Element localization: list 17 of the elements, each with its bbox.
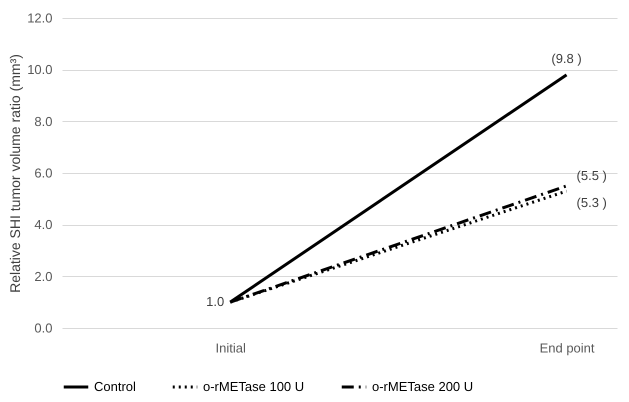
y-tick-label: 6.0 bbox=[34, 166, 52, 180]
y-tick-label: 0.0 bbox=[34, 320, 52, 336]
y-tick-label: 4.0 bbox=[34, 217, 52, 232]
legend-label: o-rMETase 200 U bbox=[372, 379, 474, 394]
annotation: 1.0 bbox=[206, 294, 224, 310]
annotation: (5.5 ) bbox=[576, 168, 607, 183]
y-tick-label: 12.0 bbox=[27, 10, 52, 26]
y-tick-label: 8.0 bbox=[34, 114, 52, 129]
legend-label: Control bbox=[94, 379, 136, 394]
y-axis-title: Relative SHI tumor volume ratio (mm³) bbox=[7, 54, 24, 293]
x-tick-label: Initial bbox=[216, 340, 246, 356]
x-tick-label: End point bbox=[540, 340, 595, 356]
annotation: (5.3 ) bbox=[576, 195, 607, 210]
legend-label: o-rMETase 100 U bbox=[203, 379, 304, 394]
y-tick-label: 10.0 bbox=[27, 62, 52, 78]
annotation: (9.8 ) bbox=[551, 50, 582, 66]
y-tick-label: 2.0 bbox=[34, 268, 52, 284]
